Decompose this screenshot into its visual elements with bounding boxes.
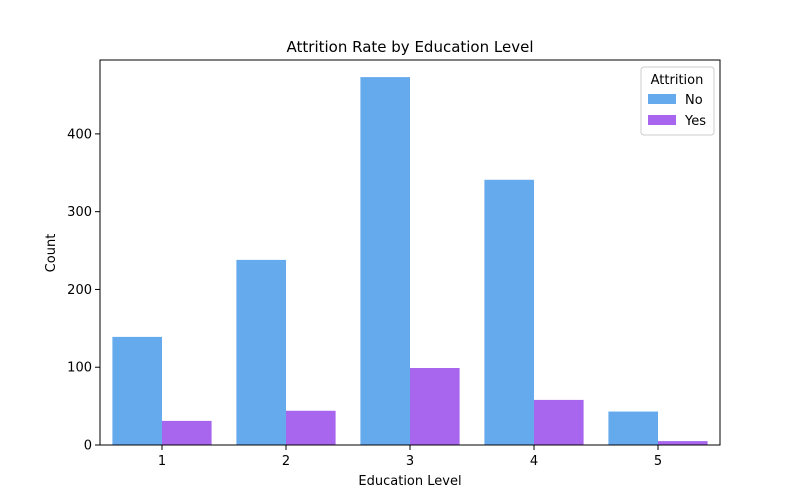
x-axis-label: Education Level	[358, 474, 461, 489]
legend-label-yes: Yes	[684, 114, 706, 129]
legend-title: Attrition	[651, 73, 704, 88]
x-tick-label: 5	[654, 454, 662, 469]
legend: Attrition No Yes	[640, 66, 715, 136]
bar-no-3	[360, 77, 410, 445]
bar-yes-3	[410, 368, 460, 445]
x-tick-label: 3	[406, 454, 414, 469]
legend-swatch-yes	[648, 115, 676, 125]
x-tick-label: 4	[530, 454, 538, 469]
legend-swatch-no	[648, 94, 676, 104]
y-axis-label: Count	[44, 234, 59, 273]
y-tick-label: 0	[84, 439, 92, 454]
y-tick-label: 200	[67, 283, 92, 298]
y-tick-label: 100	[67, 361, 92, 376]
x-tick-label: 1	[158, 454, 166, 469]
bar-yes-2	[286, 410, 336, 445]
bars-group	[112, 77, 708, 445]
bar-no-4	[484, 179, 534, 445]
bar-yes-1	[162, 420, 212, 445]
y-tick-label: 400	[67, 127, 92, 142]
bar-no-1	[112, 336, 162, 445]
chart-title: Attrition Rate by Education Level	[287, 38, 534, 56]
x-tick-label: 2	[282, 454, 290, 469]
bar-yes-5	[658, 441, 708, 445]
axes-group: 1 2 3 4 5 0 100 200 300 400	[67, 127, 662, 469]
bar-no-5	[608, 411, 658, 445]
plot-frame	[99, 59, 721, 446]
bar-no-2	[236, 259, 286, 445]
bar-yes-4	[534, 399, 584, 445]
legend-label-no: No	[685, 93, 703, 108]
y-tick-label: 300	[67, 205, 92, 220]
